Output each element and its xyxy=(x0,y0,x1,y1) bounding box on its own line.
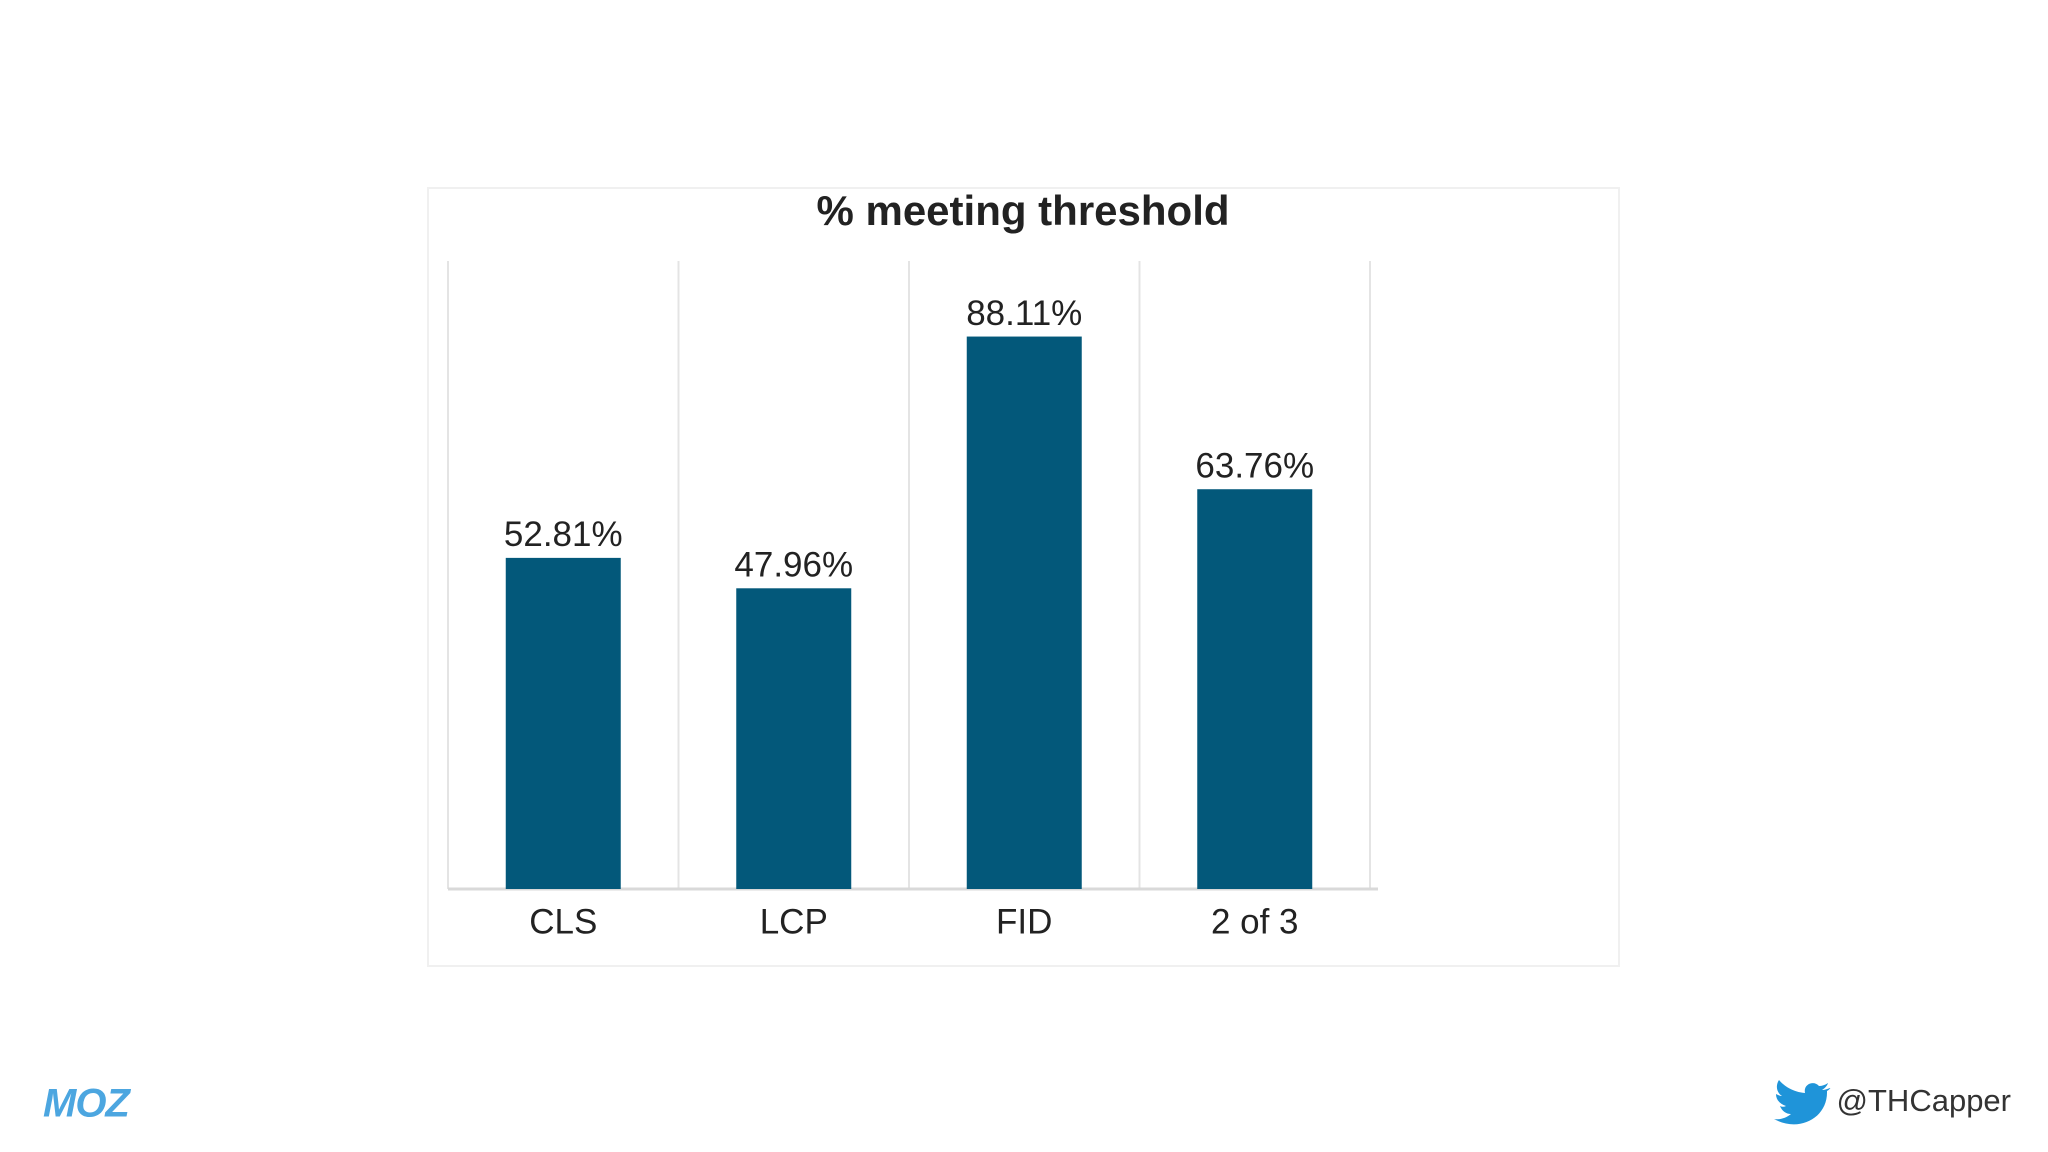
bar xyxy=(1197,489,1313,889)
chart-title: % meeting threshold xyxy=(816,187,1229,234)
logo[interactable]: MOZ xyxy=(43,1082,132,1126)
value-label: 88.11% xyxy=(966,294,1082,333)
twitter-handle[interactable]: @THCapper xyxy=(1837,1083,2011,1118)
value-label: 52.81% xyxy=(504,515,623,554)
value-label: 63.76% xyxy=(1195,446,1314,485)
x-tick-label: 2 of 3 xyxy=(1211,902,1299,941)
x-tick-label: CLS xyxy=(529,902,597,941)
x-tick-label: LCP xyxy=(760,902,828,941)
bar xyxy=(736,588,852,889)
bar xyxy=(505,557,621,889)
twitter-icon xyxy=(1774,1080,1831,1125)
bar xyxy=(966,336,1082,889)
value-label: 47.96% xyxy=(734,546,853,585)
x-tick-label: FID xyxy=(996,902,1052,941)
